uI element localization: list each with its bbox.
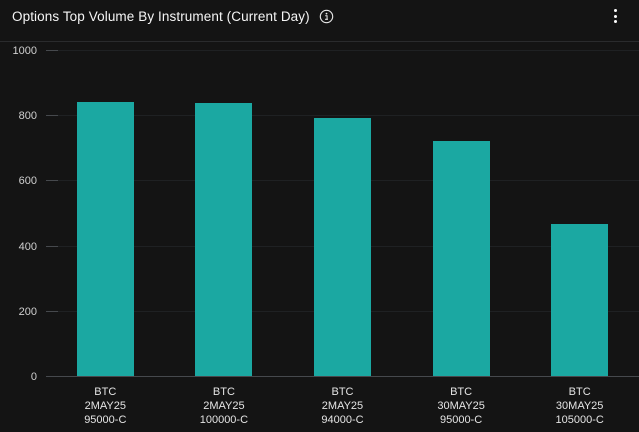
y-axis-tick xyxy=(46,180,58,182)
y-axis-tick xyxy=(46,115,58,117)
y-axis-label: 200 xyxy=(18,305,37,318)
bar-chart: 0 200 400 600 800 1000 BTC 2MAY25 95000-C BTC 2MA… xyxy=(0,42,639,432)
kebab-menu-icon xyxy=(613,14,617,18)
volume-bar[interactable] xyxy=(76,101,134,377)
volume-bar[interactable] xyxy=(551,223,609,377)
y-axis-label: 0 xyxy=(30,371,37,383)
volume-bar[interactable] xyxy=(432,140,490,377)
kebab-menu-button[interactable] xyxy=(603,4,627,28)
x-axis-label: BTC 30MAY25 95000-C xyxy=(402,385,521,427)
bars xyxy=(46,51,639,377)
x-axis-label-line: BTC xyxy=(331,386,354,398)
x-axis-label-line: BTC xyxy=(212,386,235,398)
x-axis-labels: BTC 2MAY25 95000-C BTC 2MAY25 100000-C BTC 2MAY… xyxy=(46,385,639,427)
x-axis-label-line: 94000-C xyxy=(321,414,364,426)
bar-slot xyxy=(283,51,402,377)
x-axis-label: BTC 2MAY25 95000-C xyxy=(46,385,165,427)
x-axis-label-line: 30MAY25 xyxy=(555,400,604,412)
x-axis-label-line: 100000-C xyxy=(199,414,249,426)
gridline: 1000 xyxy=(13,45,639,57)
chart-title: Options Top Volume By Instrument (Curren… xyxy=(12,8,310,24)
y-axis-label: 600 xyxy=(18,175,37,188)
y-axis-label: 800 xyxy=(18,110,37,123)
x-axis-label-line: BTC xyxy=(94,386,117,398)
y-axis-tick xyxy=(46,310,58,312)
bar-slot xyxy=(520,51,639,377)
x-axis-label-line: 2MAY25 xyxy=(321,400,364,412)
info-icon[interactable] xyxy=(319,8,335,24)
volume-bar[interactable] xyxy=(313,117,371,377)
x-axis-label-line: 95000-C xyxy=(84,414,127,426)
bar-slot xyxy=(46,51,165,377)
chart-header: Options Top Volume By Instrument (Curren… xyxy=(0,0,639,42)
x-axis-label-line: 2MAY25 xyxy=(203,400,245,412)
bar-slot xyxy=(402,51,521,377)
x-axis-label: BTC 2MAY25 100000-C xyxy=(165,385,284,427)
x-axis-label-line: 2MAY25 xyxy=(84,400,126,412)
gridline: 800 xyxy=(19,110,639,122)
x-axis-label-line: 95000-C xyxy=(439,414,483,426)
volume-bar[interactable] xyxy=(195,103,253,377)
y-axis-label: 1000 xyxy=(12,45,37,57)
bar-slot xyxy=(165,51,284,377)
x-axis-line xyxy=(46,376,639,377)
x-axis-label: BTC 2MAY25 94000-C xyxy=(283,385,402,427)
x-axis-label: BTC 30MAY25 105000-C xyxy=(520,385,639,427)
y-axis-tick xyxy=(46,50,58,51)
x-axis-label-line: 105000-C xyxy=(555,414,604,426)
y-axis-label: 400 xyxy=(18,240,37,253)
info-circle-icon xyxy=(319,9,334,23)
x-axis-label-line: BTC xyxy=(568,386,591,398)
kebab-menu-icon xyxy=(613,9,617,12)
x-axis-label-line: BTC xyxy=(450,386,473,398)
x-axis-label-line: 30MAY25 xyxy=(437,400,485,412)
kebab-menu-icon xyxy=(613,20,617,23)
plot-area: 0 200 400 600 800 1000 xyxy=(13,45,639,383)
y-axis-tick xyxy=(46,245,58,247)
